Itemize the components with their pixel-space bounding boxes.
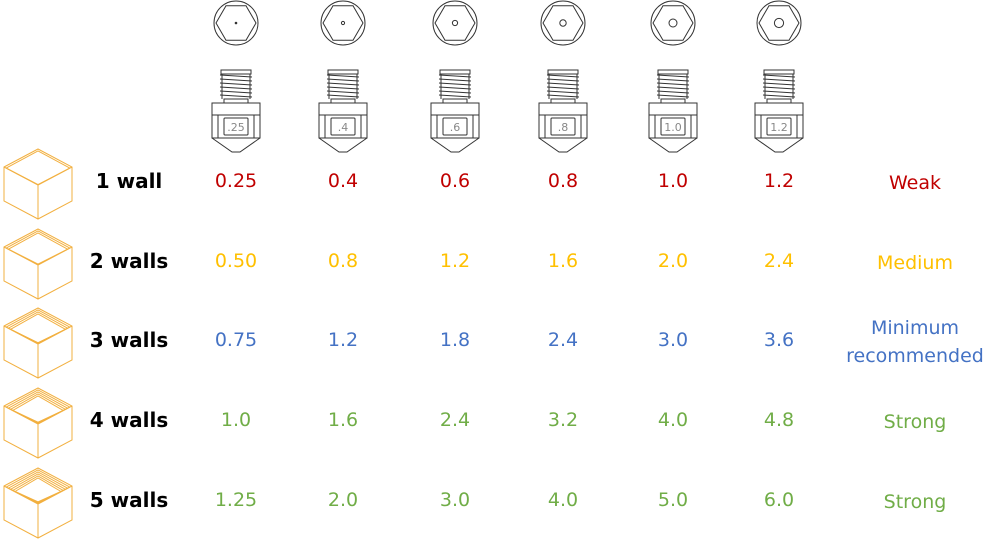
wall-thickness-value: 1.0 [657,170,689,192]
nozzle-column: .6 [415,0,495,160]
wall-thickness-value: 4.0 [657,409,689,431]
nozzle-1: .25 [211,0,261,153]
wall-count-label: 3 walls [89,328,169,352]
wall-thickness-value: 3.0 [439,489,471,511]
nozzle-column: 1.0 [633,0,713,160]
nozzle-size-label: 1.2 [770,121,788,134]
nozzle-side-view-icon [538,69,588,153]
table-row: 1 wall 0.25 0.4 0.6 0.8 1.0 1.2 Weak [0,143,993,223]
wall-thickness-value: 2.4 [547,329,579,351]
nozzle-5: 1.0 [648,0,698,153]
nozzle-top-view-icon [320,0,366,46]
wall-thickness-value: 4.0 [547,489,579,511]
wall-thickness-value: 1.2 [763,170,795,192]
nozzle-side-view-icon [648,69,698,153]
nozzle-column: .25 [196,0,276,160]
wall-thickness-value: 2.0 [327,489,359,511]
strength-label-line: Minimum [870,317,960,339]
wall-thickness-value: 2.0 [657,250,689,272]
wall-thickness-value: 0.50 [214,250,258,272]
wall-thickness-value: 2.4 [439,409,471,431]
wall-thickness-value: 0.8 [547,170,579,192]
wall-thickness-value: 0.6 [439,170,471,192]
cube-wall-icon [3,467,73,539]
strength-label: Minimum recommended [835,314,993,370]
wall-thickness-value: 1.6 [327,409,359,431]
strength-label-line: recommended [846,345,984,367]
wall-thickness-value: 6.0 [763,489,795,511]
cube-wall-icon [3,307,73,379]
wall-thickness-value: 1.25 [214,489,258,511]
wall-thickness-value: 0.25 [214,170,258,192]
nozzle-side-view-icon [318,69,368,153]
wall-count-label: 4 walls [89,408,169,432]
nozzle-6: 1.2 [754,0,804,153]
nozzle-3: .6 [430,0,480,153]
nozzle-side-view-icon [211,69,261,153]
strength-label: Medium [877,252,953,274]
wall-count-label: 2 walls [89,249,169,273]
nozzle-top-view-icon [650,0,696,46]
wall-thickness-value: 4.8 [763,409,795,431]
nozzle-column: 1.2 [739,0,819,160]
nozzle-top-view-icon [540,0,586,46]
wall-thickness-value: 1.2 [327,329,359,351]
wall-thickness-value: 1.8 [439,329,471,351]
wall-thickness-value: 0.8 [327,250,359,272]
strength-label: Strong [883,411,947,433]
wall-thickness-value: 3.0 [657,329,689,351]
nozzle-size-label: .8 [558,121,569,134]
wall-thickness-value: 2.4 [763,250,795,272]
nozzle-2: .4 [318,0,368,153]
nozzle-column: .8 [523,0,603,160]
nozzle-size-label: .25 [227,121,245,134]
wall-thickness-value: 0.75 [214,329,258,351]
cube-wall-icon [3,387,73,459]
nozzle-top-view-icon [432,0,478,46]
nozzle-top-view-icon [213,0,259,46]
wall-count-label: 1 wall [95,169,163,193]
wall-thickness-value: 5.0 [657,489,689,511]
nozzle-side-view-icon [430,69,480,153]
cube-wall-icon [3,228,73,300]
table-row: 5 walls 1.25 2.0 3.0 4.0 5.0 6.0 Strong [0,462,993,542]
wall-thickness-value: 3.6 [763,329,795,351]
wall-thickness-value: 0.4 [327,170,359,192]
table-row: 3 walls 0.75 1.2 1.8 2.4 3.0 3.6 Minimum recomme… [0,302,993,382]
nozzle-4: .8 [538,0,588,153]
strength-label: Strong [883,491,947,513]
cube-wall-icon [3,148,73,220]
nozzle-size-label: .4 [338,121,349,134]
wall-thickness-value: 3.2 [547,409,579,431]
wall-thickness-value: 1.0 [220,409,252,431]
nozzle-size-label: .6 [450,121,461,134]
wall-thickness-value: 1.2 [439,250,471,272]
nozzle-column: .4 [303,0,383,160]
table-row: 2 walls 0.50 0.8 1.2 1.6 2.0 2.4 Medium [0,223,993,303]
nozzle-size-label: 1.0 [664,121,682,134]
wall-thickness-value: 1.6 [547,250,579,272]
table-row: 4 walls 1.0 1.6 2.4 3.2 4.0 4.8 Strong [0,382,993,462]
nozzle-top-view-icon [756,0,802,46]
strength-label: Weak [888,172,941,194]
nozzle-side-view-icon [754,69,804,153]
wall-count-label: 5 walls [89,488,169,512]
